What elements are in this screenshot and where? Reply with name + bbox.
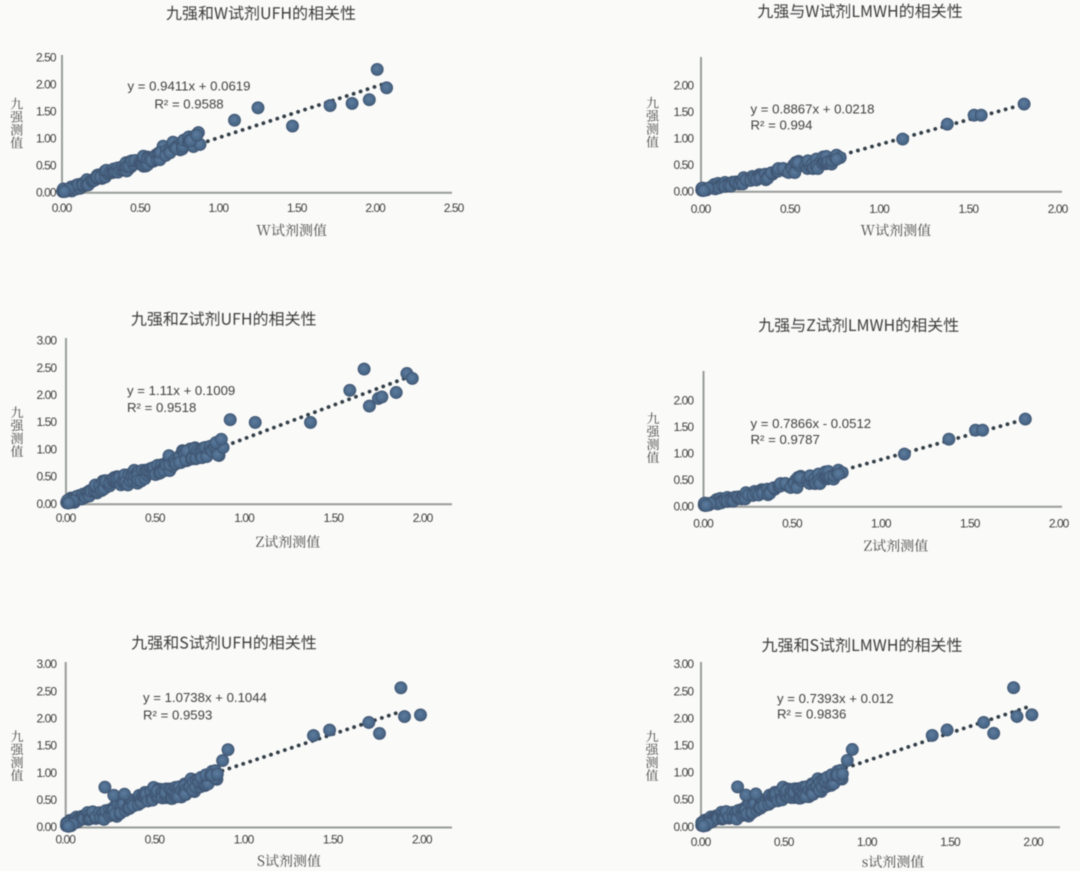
- svg-text:0.00: 0.00: [691, 202, 712, 216]
- svg-text:y = 0.7393x + 0.012: y = 0.7393x + 0.012: [777, 691, 894, 706]
- svg-text:0.50: 0.50: [36, 158, 57, 172]
- svg-text:2.00: 2.00: [1049, 516, 1070, 530]
- svg-text:1.00: 1.00: [234, 511, 255, 525]
- svg-text:2.00: 2.00: [413, 511, 434, 525]
- svg-text:2.00: 2.00: [36, 77, 57, 91]
- svg-text:1.00: 1.00: [209, 201, 230, 215]
- svg-text:2.00: 2.00: [1023, 835, 1044, 849]
- svg-text:1.50: 1.50: [36, 104, 57, 118]
- svg-text:1.00: 1.00: [869, 202, 890, 216]
- svg-text:0.50: 0.50: [782, 516, 803, 530]
- svg-text:y = 0.9411x + 0.0619: y = 0.9411x + 0.0619: [128, 79, 251, 94]
- svg-text:1.00: 1.00: [674, 131, 695, 145]
- svg-text:R² = 0.9593: R² = 0.9593: [143, 707, 212, 722]
- svg-text:1.50: 1.50: [37, 415, 58, 429]
- svg-text:1.00: 1.00: [36, 131, 57, 145]
- svg-text:0.00: 0.00: [36, 185, 57, 199]
- svg-text:0.00: 0.00: [52, 201, 73, 215]
- svg-text:2.00: 2.00: [674, 393, 695, 407]
- svg-text:0.50: 0.50: [130, 201, 151, 215]
- svg-text:R² = 0.9836: R² = 0.9836: [777, 707, 846, 722]
- svg-text:1.50: 1.50: [324, 511, 345, 525]
- svg-text:0.50: 0.50: [37, 470, 58, 484]
- svg-text:1.00: 1.00: [674, 766, 695, 780]
- svg-text:R² = 0.994: R² = 0.994: [751, 118, 813, 133]
- svg-text:0.00: 0.00: [37, 497, 58, 511]
- svg-text:1.00: 1.00: [37, 442, 58, 456]
- svg-text:1.50: 1.50: [960, 516, 981, 530]
- svg-text:1.50: 1.50: [287, 201, 308, 215]
- svg-text:y = 0.8867x + 0.0218: y = 0.8867x + 0.0218: [751, 101, 875, 116]
- svg-text:1.00: 1.00: [37, 766, 58, 780]
- svg-text:2.00: 2.00: [37, 388, 58, 402]
- svg-text:y = 1.0738x + 0.1044: y = 1.0738x + 0.1044: [143, 690, 267, 705]
- svg-text:0.50: 0.50: [674, 158, 695, 172]
- svg-text:0.50: 0.50: [37, 793, 58, 807]
- svg-text:2.00: 2.00: [37, 712, 58, 726]
- svg-text:2.00: 2.00: [674, 78, 695, 92]
- svg-text:0.00: 0.00: [56, 511, 77, 525]
- svg-text:0.00: 0.00: [691, 835, 712, 849]
- svg-text:0.00: 0.00: [674, 184, 695, 198]
- svg-text:1.50: 1.50: [940, 835, 961, 849]
- svg-text:0.50: 0.50: [774, 835, 795, 849]
- svg-text:2.50: 2.50: [37, 361, 58, 375]
- svg-text:0.50: 0.50: [674, 793, 695, 807]
- svg-text:2.00: 2.00: [674, 711, 695, 725]
- svg-text:0.50: 0.50: [780, 202, 801, 216]
- svg-text:y = 0.7866x - 0.0512: y = 0.7866x - 0.0512: [751, 416, 872, 431]
- svg-text:1.50: 1.50: [674, 420, 695, 434]
- svg-text:1.00: 1.00: [674, 446, 695, 460]
- svg-text:0.00: 0.00: [37, 820, 58, 834]
- svg-text:1.00: 1.00: [234, 832, 255, 846]
- svg-text:2.00: 2.00: [365, 201, 386, 215]
- svg-text:2.50: 2.50: [674, 684, 695, 698]
- svg-text:1.50: 1.50: [37, 739, 58, 753]
- svg-text:R² = 0.9518: R² = 0.9518: [127, 400, 196, 415]
- svg-text:0.50: 0.50: [145, 832, 166, 846]
- svg-text:1.00: 1.00: [871, 516, 892, 530]
- svg-text:1.50: 1.50: [674, 739, 695, 753]
- svg-text:R² = 0.9787: R² = 0.9787: [751, 432, 820, 447]
- svg-text:1.00: 1.00: [857, 835, 878, 849]
- svg-text:1.50: 1.50: [959, 202, 980, 216]
- svg-text:0.00: 0.00: [674, 820, 695, 834]
- svg-text:0.50: 0.50: [674, 473, 695, 487]
- svg-text:0.00: 0.00: [693, 516, 714, 530]
- svg-text:2.00: 2.00: [412, 832, 433, 846]
- svg-text:0.00: 0.00: [55, 832, 76, 846]
- svg-text:3.00: 3.00: [37, 334, 58, 348]
- svg-text:2.50: 2.50: [444, 201, 465, 215]
- svg-text:R² = 0.9588: R² = 0.9588: [154, 96, 223, 111]
- svg-text:3.00: 3.00: [37, 657, 58, 671]
- svg-text:2.50: 2.50: [36, 50, 57, 64]
- svg-text:2.00: 2.00: [1048, 202, 1069, 216]
- svg-text:3.00: 3.00: [674, 657, 695, 671]
- svg-text:2.50: 2.50: [37, 684, 58, 698]
- svg-text:y = 1.11x + 0.1009: y = 1.11x + 0.1009: [127, 383, 235, 398]
- svg-text:0.00: 0.00: [674, 499, 695, 513]
- svg-text:0.50: 0.50: [145, 511, 166, 525]
- svg-text:1.50: 1.50: [674, 105, 695, 119]
- svg-text:1.50: 1.50: [323, 832, 344, 846]
